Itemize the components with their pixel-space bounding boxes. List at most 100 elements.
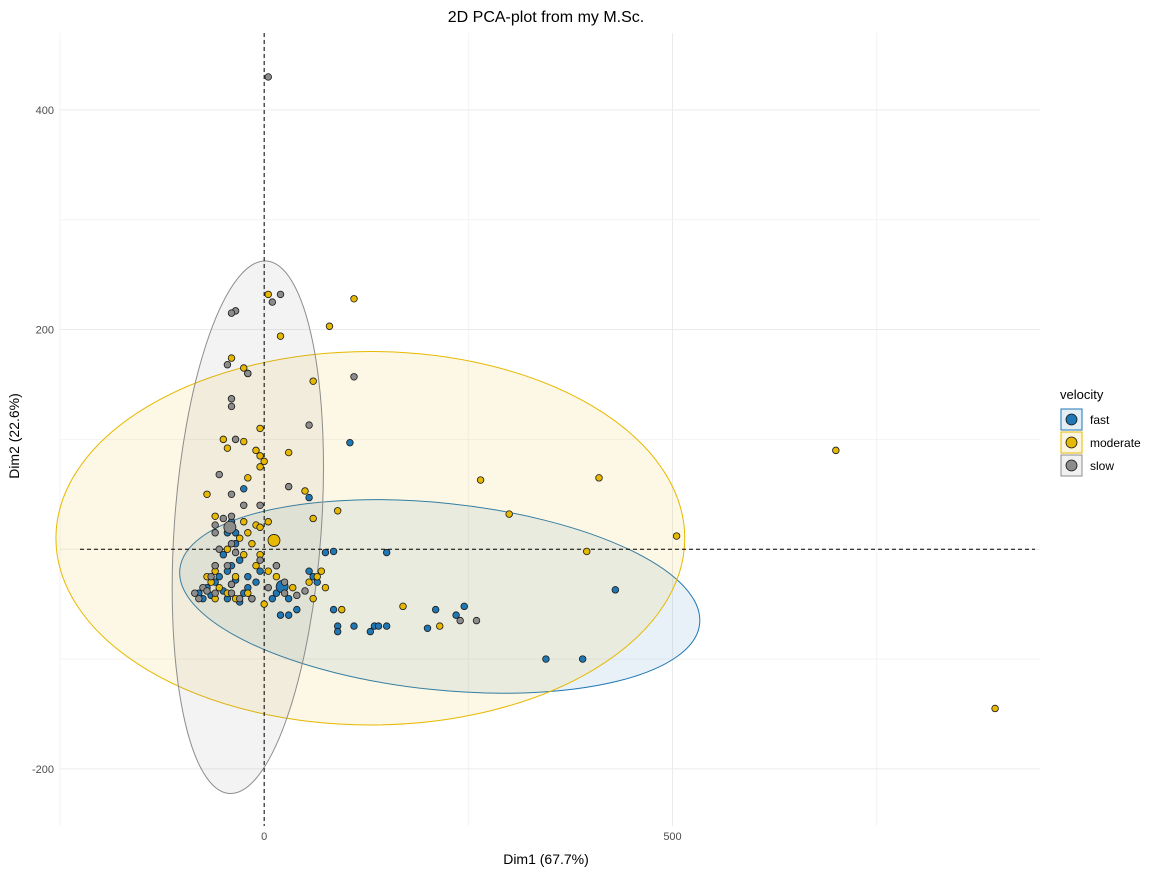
point-fast — [293, 605, 301, 614]
point-slow — [219, 514, 228, 523]
point-moderate — [244, 474, 252, 482]
point-fast — [329, 547, 338, 556]
point-slow — [207, 572, 215, 581]
point-fast — [276, 611, 285, 619]
point-moderate — [252, 561, 260, 570]
point-slow — [203, 587, 211, 595]
point-slow — [215, 545, 223, 553]
point-moderate — [284, 448, 293, 457]
point-slow — [227, 589, 236, 597]
point-moderate — [260, 600, 268, 608]
point-fast — [423, 624, 432, 632]
reference-lines — [80, 33, 1035, 826]
point-fast — [431, 605, 440, 614]
point-moderate — [309, 377, 317, 385]
point-slow — [195, 594, 203, 603]
point-fast — [305, 567, 313, 575]
point-moderate — [476, 476, 485, 484]
point-moderate — [595, 474, 603, 482]
point-slow — [227, 309, 236, 317]
y-axis-title: Dim2 (22.6%) — [6, 393, 22, 479]
point-slow — [264, 73, 272, 81]
point-moderate — [399, 602, 407, 611]
legend-label-fast: fast — [1090, 413, 1110, 427]
legend-title: velocity — [1060, 387, 1104, 402]
point-moderate — [256, 463, 264, 471]
legend-label-slow: slow — [1090, 459, 1114, 473]
point-slow — [211, 529, 219, 537]
point-fast — [333, 627, 342, 636]
legend-marker-slow — [1065, 459, 1078, 472]
point-moderate — [272, 572, 281, 581]
point-slow — [244, 369, 252, 378]
point-slow — [248, 594, 256, 603]
point-slow — [305, 421, 313, 429]
point-fast — [374, 622, 383, 630]
point-slow — [264, 583, 272, 592]
point-slow — [268, 298, 277, 306]
point-moderate — [264, 518, 272, 526]
legend-marker-moderate — [1065, 436, 1078, 449]
point-moderate — [219, 435, 228, 444]
point-moderate — [252, 446, 260, 455]
point-fast — [305, 493, 313, 502]
centroid-moderate — [267, 534, 281, 547]
point-slow — [211, 561, 219, 570]
point-slow — [223, 561, 232, 570]
point-moderate — [264, 567, 272, 575]
point-moderate — [505, 510, 513, 518]
point-moderate — [301, 487, 309, 495]
point-slow — [231, 548, 240, 557]
legend: velocity fast moderate slow — [1060, 387, 1141, 477]
point-slow — [284, 482, 293, 491]
ellipse-moderate — [55, 351, 686, 726]
point-moderate — [672, 532, 681, 540]
point-slow — [256, 556, 264, 564]
point-moderate — [350, 295, 358, 303]
point-moderate — [256, 523, 264, 531]
point-slow — [301, 587, 309, 595]
point-slow — [293, 591, 301, 600]
point-slow — [227, 512, 236, 520]
point-moderate — [240, 437, 248, 446]
chart-title: 2D PCA-plot from my M.Sc. — [448, 9, 644, 26]
point-moderate — [832, 446, 840, 455]
point-slow — [456, 616, 464, 625]
point-fast — [350, 622, 358, 630]
point-fast — [240, 485, 248, 493]
ellipse-slow — [171, 260, 324, 795]
point-slow — [227, 580, 236, 589]
point-slow — [472, 616, 481, 625]
point-moderate — [333, 507, 342, 515]
point-fast — [235, 556, 244, 564]
point-moderate — [991, 704, 999, 713]
point-slow — [256, 501, 264, 509]
point-moderate — [240, 518, 248, 526]
point-slow — [227, 540, 236, 548]
point-slow — [191, 589, 199, 597]
point-fast — [252, 578, 260, 586]
point-slow — [350, 373, 358, 381]
point-moderate — [264, 290, 272, 299]
point-fast — [542, 655, 550, 663]
point-moderate — [276, 332, 285, 340]
point-moderate — [248, 540, 256, 548]
legend-label-moderate: moderate — [1090, 436, 1141, 450]
point-moderate — [227, 354, 236, 362]
point-slow — [223, 360, 232, 369]
point-moderate — [338, 605, 346, 614]
point-slow — [280, 578, 289, 586]
legend-marker-fast — [1065, 413, 1078, 426]
point-slow — [240, 501, 248, 509]
x-tick-label: 500 — [663, 831, 681, 843]
point-slow — [227, 402, 236, 411]
data-points — [191, 73, 999, 713]
point-fast — [346, 438, 354, 447]
point-slow — [211, 521, 219, 529]
point-slow — [276, 290, 285, 299]
centroid-slow — [223, 520, 237, 534]
point-moderate — [289, 583, 297, 592]
point-moderate — [235, 534, 244, 542]
